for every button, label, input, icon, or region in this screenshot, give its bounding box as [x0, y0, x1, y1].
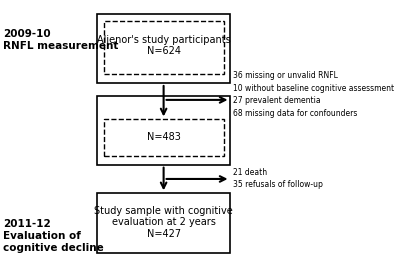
Text: 21 death
35 refusals of follow-up: 21 death 35 refusals of follow-up [233, 168, 323, 189]
Text: 36 missing or unvalid RNFL
10 without baseline cognitive assessment
27 prevalent: 36 missing or unvalid RNFL 10 without ba… [233, 72, 394, 118]
FancyBboxPatch shape [97, 193, 230, 253]
Text: N=483: N=483 [147, 133, 180, 143]
FancyBboxPatch shape [97, 14, 230, 83]
Text: 2011-12
Evaluation of
cognitive decline: 2011-12 Evaluation of cognitive decline [3, 219, 104, 253]
FancyBboxPatch shape [104, 119, 224, 156]
Text: 2009-10
RNFL measurement: 2009-10 RNFL measurement [3, 29, 118, 51]
Text: Study sample with cognitive
evaluation at 2 years
N=427: Study sample with cognitive evaluation a… [94, 206, 233, 239]
Text: Alienor's study participants
N=624: Alienor's study participants N=624 [97, 35, 230, 56]
FancyBboxPatch shape [97, 96, 230, 165]
FancyBboxPatch shape [104, 21, 224, 74]
